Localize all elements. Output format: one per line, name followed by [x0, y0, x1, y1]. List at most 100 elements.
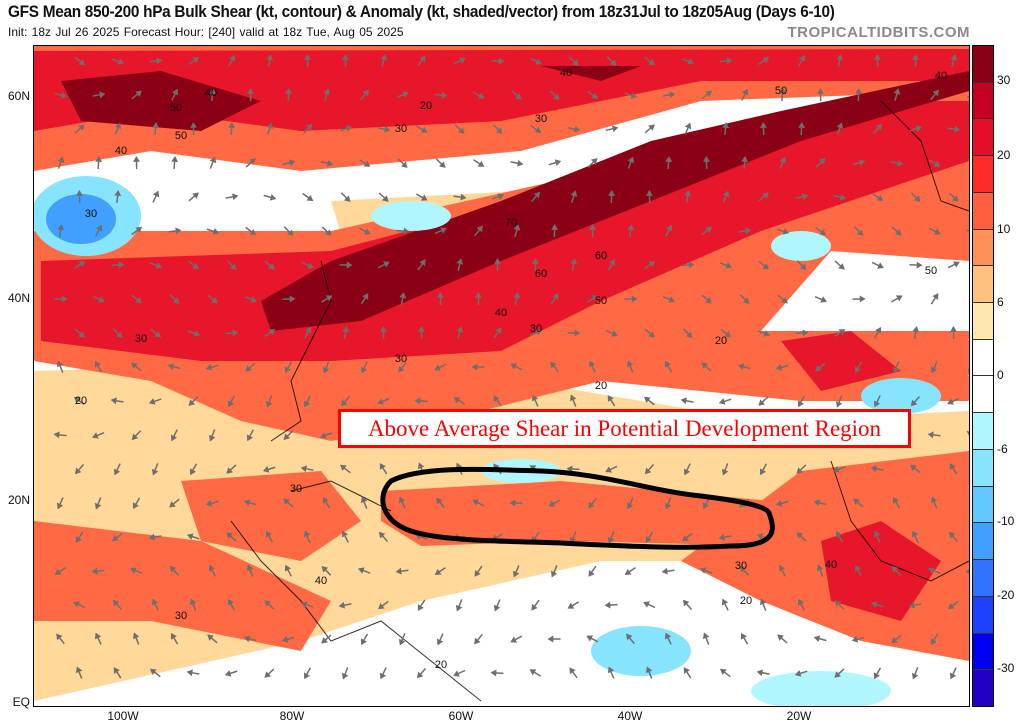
vector-arrowhead — [364, 228, 371, 235]
contour-label: 30 — [134, 333, 148, 345]
colorbar — [972, 45, 994, 707]
contour-label: 40 — [824, 559, 838, 571]
colorbar-bin — [973, 156, 993, 193]
vector-arrowhead — [838, 263, 845, 270]
vector-arrowhead — [320, 432, 327, 439]
vector-arrowhead — [135, 297, 142, 304]
vector-arrowhead — [264, 600, 271, 607]
vector-arrowhead — [379, 672, 387, 680]
vector-arrowhead — [832, 466, 840, 473]
vector-arrowhead — [570, 258, 578, 265]
vector-arrowhead — [186, 533, 194, 540]
colorbar-bin — [973, 449, 993, 487]
chart-title: GFS Mean 850-200 hPa Bulk Shear (kt, con… — [8, 3, 835, 21]
vector-arrowhead — [661, 567, 668, 575]
vector-arrowhead — [535, 58, 542, 65]
vector-arrowhead — [342, 54, 350, 60]
vector-arrowhead — [947, 398, 954, 405]
vector-arrowhead — [358, 567, 365, 574]
vector-arrowhead — [608, 190, 616, 196]
vector-arrowhead — [205, 363, 213, 371]
vector-arrowhead — [475, 292, 482, 298]
vector-arrowhead — [170, 434, 178, 442]
vector-arrowhead — [664, 632, 672, 640]
vector-arrowhead — [305, 123, 313, 131]
colorbar-bin — [973, 266, 993, 304]
vector-arrowhead — [78, 331, 85, 338]
vector-arrowhead — [132, 502, 139, 509]
vector-arrowhead — [916, 261, 923, 269]
colorbar-bin — [973, 376, 993, 414]
vector-arrowhead — [724, 331, 731, 338]
vector-arrowhead — [378, 603, 385, 610]
vector-arrowhead — [152, 190, 160, 198]
vector-arrowhead — [775, 499, 783, 507]
vector-arrowhead — [626, 633, 633, 641]
vector-arrowhead — [816, 564, 824, 572]
vector-arrowhead — [152, 122, 160, 129]
vector-arrowhead — [705, 297, 712, 304]
vector-arrowhead — [495, 127, 503, 134]
vector-arrowhead — [414, 397, 421, 405]
vector-arrowhead — [669, 91, 676, 99]
vector-arrowhead — [777, 634, 784, 641]
vector-arrowhead — [227, 400, 234, 408]
vector-arrowhead — [949, 672, 957, 680]
vector-arrowhead — [76, 190, 83, 196]
vector-arrowhead — [779, 88, 787, 95]
vector-arrowhead — [779, 156, 787, 164]
vector-arrowhead — [403, 227, 410, 235]
vector-arrowhead — [360, 496, 368, 504]
vector-arrowhead — [169, 565, 177, 573]
colorbar-bin — [973, 46, 993, 83]
colorbar-bin — [973, 633, 993, 671]
vector-arrowhead — [343, 195, 351, 202]
colorbar-bin — [973, 339, 993, 377]
vector-arrowhead — [172, 297, 180, 304]
colorbar-label: -30 — [997, 661, 1015, 675]
vector-arrowhead — [762, 263, 769, 270]
vector-arrowhead — [512, 570, 520, 578]
vector-arrowhead — [154, 331, 162, 338]
vector-arrowhead — [782, 228, 790, 235]
vector-arrowhead — [721, 598, 729, 606]
vector-arrowhead — [797, 598, 804, 606]
vector-arrowhead — [132, 632, 140, 640]
vector-arrowhead — [380, 54, 388, 61]
vector-arrowhead — [534, 126, 542, 133]
vector-arrowhead — [611, 330, 618, 337]
vector-arrowhead — [570, 190, 578, 197]
vector-arrowhead — [802, 329, 809, 337]
vector-arrowhead — [458, 127, 465, 134]
vector-arrowhead — [325, 229, 332, 236]
vector-arrowhead — [96, 224, 103, 232]
vector-arrowhead — [303, 672, 310, 680]
vector-arrowhead — [932, 293, 939, 300]
vector-arrowhead — [572, 59, 579, 66]
colorbar-bin — [973, 119, 993, 157]
vector-arrowhead — [573, 125, 581, 133]
vector-arrowhead — [552, 93, 560, 100]
contour-label: 30 — [534, 113, 548, 125]
vector-arrowhead — [851, 635, 859, 643]
contour-label: 60 — [534, 268, 548, 280]
vector-arrowhead — [591, 92, 599, 100]
vector-arrowhead — [346, 261, 353, 269]
vector-arrowhead — [133, 156, 140, 162]
vector-arrowhead — [895, 295, 903, 302]
vector-arrowhead — [453, 670, 460, 677]
contour-label: 50 — [594, 295, 608, 307]
vector-arrowhead — [813, 499, 821, 507]
vector-arrowhead — [892, 366, 900, 374]
vector-arrowhead — [243, 635, 251, 643]
init-info: Init: 18z Jul 26 2025 Forecast Hour: [24… — [8, 25, 404, 39]
vector-arrowhead — [440, 227, 447, 234]
vector-arrowhead — [687, 58, 695, 65]
vector-arrowhead — [665, 156, 673, 163]
colorbar-label: 0 — [997, 368, 1004, 382]
vector-arrowhead — [721, 468, 729, 476]
vector-arrowhead — [566, 465, 573, 473]
vector-arrowhead — [630, 92, 638, 99]
vector-arrowhead — [897, 159, 904, 167]
vector-arrowhead — [932, 89, 939, 97]
